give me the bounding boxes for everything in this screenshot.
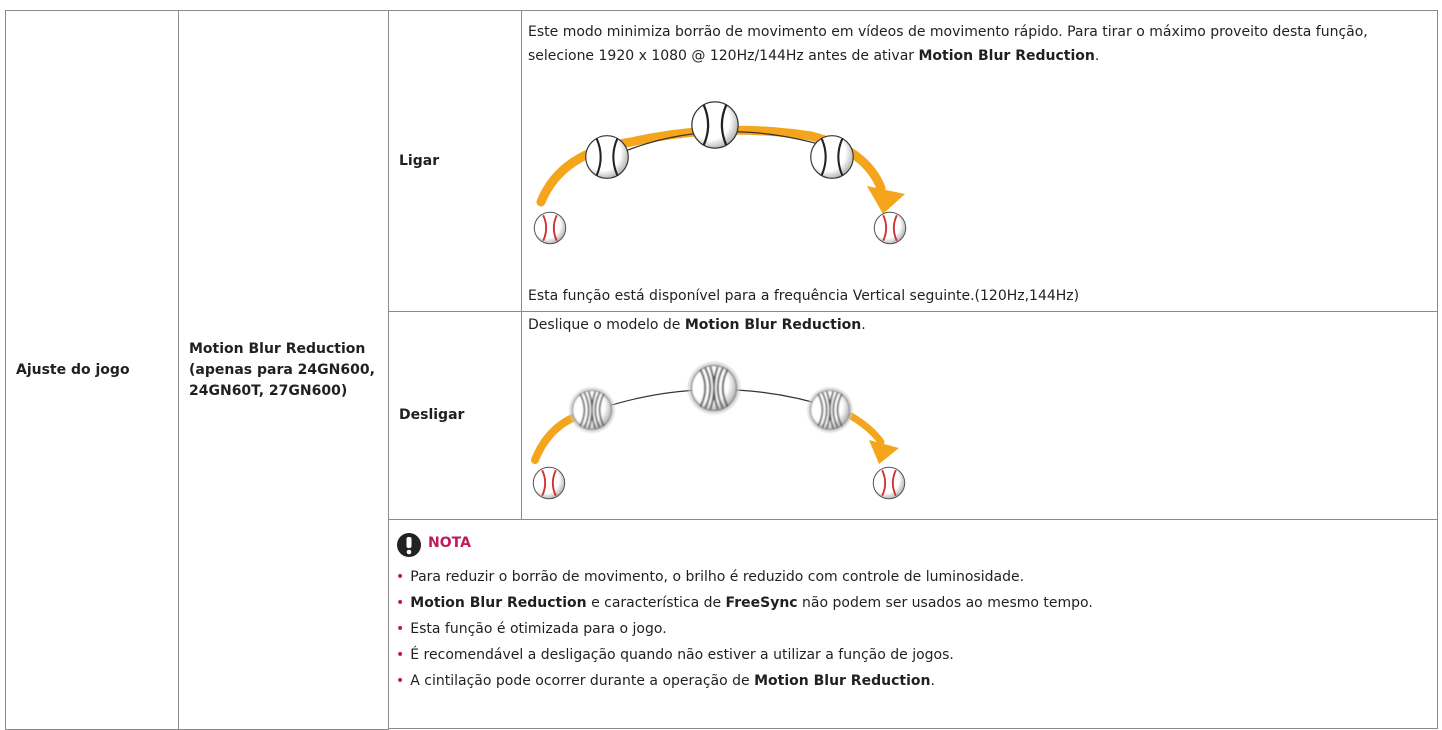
note-item: • A cintilação pode ocorrer durante a ope…: [396, 669, 935, 693]
off-label: Desligar: [399, 407, 465, 423]
bold-text: Motion Blur Reduction: [918, 48, 1095, 64]
note-item: • Motion Blur Reduction e característica …: [396, 591, 1093, 615]
page: Ajuste do jogo Motion Blur Reduction (ap…: [5, 10, 1438, 730]
text: FreeSync: [725, 595, 798, 611]
bold-text: Motion Blur Reduction: [684, 317, 862, 333]
off-description: Deslique o modelo de Motion Blur Reducti…: [528, 313, 866, 337]
note-item: • Esta função é otimizada para o jogo.: [396, 617, 667, 641]
on-label: Ligar: [399, 152, 440, 169]
bullet: •: [396, 595, 405, 611]
text: Motion Blur Reduction: [754, 673, 931, 689]
text: A cintilação pode ocorrer durante a oper…: [410, 673, 755, 689]
on-description: Este modo minimiza borrão de movimento e…: [528, 20, 1428, 68]
note-title: NOTA: [428, 535, 471, 551]
text: Motion Blur Reduction: [410, 595, 587, 611]
bullet: •: [396, 647, 405, 663]
off-illustration: [531, 360, 906, 500]
text: .: [1094, 48, 1100, 64]
off-label-cell: Desligar: [388, 311, 522, 520]
text: É recomendável a desligação quando não e…: [410, 647, 954, 663]
text: Esta função é otimizada para o jogo.: [410, 621, 667, 637]
note-item: • É recomendável a desligação quando não …: [396, 643, 954, 667]
on-illustration: [533, 100, 907, 245]
bullet: •: [396, 673, 405, 689]
text: Deslique o modelo de: [528, 317, 685, 333]
bullet: •: [396, 569, 405, 585]
text: e característica de: [586, 595, 726, 611]
note-icon: [397, 533, 421, 557]
feature-cell: Motion Blur Reduction (apenas para 24GN6…: [178, 10, 389, 730]
text: Este modo minimiza borrão de movimento e…: [528, 24, 1368, 64]
group-cell: Ajuste do jogo: [5, 10, 179, 730]
on-footnote: Esta função está disponível para a frequ…: [528, 288, 1080, 304]
text: Para reduzir o borrão de movimento, o br…: [410, 569, 1025, 585]
on-label-cell: Ligar: [388, 10, 522, 312]
text: .: [930, 673, 935, 689]
text: não podem ser usados ao mesmo tempo.: [797, 595, 1093, 611]
feature-label: Motion Blur Reduction (apenas para 24GN6…: [189, 340, 375, 399]
group-label: Ajuste do jogo: [16, 361, 130, 378]
bullet: •: [396, 621, 405, 637]
text: .: [861, 317, 866, 333]
note-item: • Para reduzir o borrão de movimento, o b…: [396, 565, 1024, 589]
